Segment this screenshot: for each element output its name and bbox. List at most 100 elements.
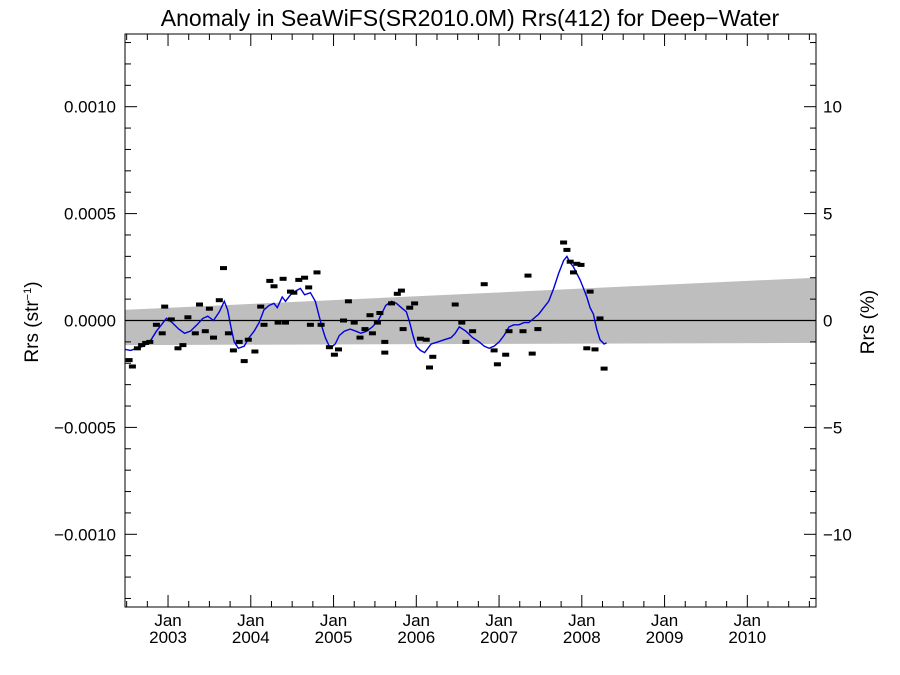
x-tick-label-year: 2009 [646,628,684,647]
data-marker [266,278,274,283]
data-marker [534,327,542,332]
x-tick-label-month: Jan [320,611,347,630]
data-marker [279,276,287,281]
data-marker [426,365,433,370]
tick-layer: 0.0010 10 0.0005 5 0.0000 0 −0.0005 −5 −0.0010 −1… [54,34,852,647]
data-marker [205,306,213,311]
y-axis-label-right: Rrs (%) [858,290,879,354]
x-tick-label-year: 2010 [728,628,766,647]
data-marker [381,339,389,344]
data-marker [201,329,209,334]
y-tick-label-right: 5 [823,205,832,224]
data-marker [128,364,136,369]
x-tick-label-year: 2008 [563,628,601,647]
x-tick-label-year: 2007 [480,628,518,647]
data-marker [600,366,608,371]
data-marker [220,266,227,271]
y-tick-label-right: 0 [823,312,832,331]
data-marker [306,322,314,327]
data-marker [260,322,268,327]
data-marker [125,358,133,363]
data-marker [422,337,430,342]
data-marker [142,340,150,345]
data-marker [388,301,395,306]
data-marker [528,351,536,356]
data-marker [411,301,419,306]
x-tick-label-year: 2006 [397,628,435,647]
data-marker [133,346,141,351]
data-marker [381,350,389,355]
data-marker [577,262,585,267]
y-tick-label-left: −0.0010 [54,525,116,544]
data-marker [429,354,437,359]
data-marker [301,275,309,280]
y-tick-label-left: 0.0005 [64,205,116,224]
data-marker [560,240,568,245]
data-marker [563,247,571,252]
data-marker [240,359,248,364]
data-marker [361,327,369,332]
y-tick-label-left: 0.0000 [64,312,116,331]
data-marker [215,298,223,303]
anomaly-line-layer [124,255,607,354]
x-tick-label-month: Jan [403,611,430,630]
data-marker [373,320,381,325]
data-marker [490,348,498,353]
data-marker [458,320,466,325]
data-marker [524,273,532,278]
data-marker [397,288,405,293]
data-marker [493,362,501,367]
data-marker [350,320,358,325]
data-marker [313,270,321,275]
data-marker [570,270,577,275]
data-marker [344,299,352,304]
data-marker [368,331,376,336]
data-marker [282,320,289,325]
data-marker [366,313,374,318]
data-marker [152,322,160,327]
data-marker [340,318,347,323]
data-marker [376,311,384,315]
anomaly-series-line [124,255,607,354]
data-marker [229,348,237,353]
x-tick-label-year: 2003 [149,628,187,647]
data-marker [573,261,581,266]
data-marker [586,289,594,294]
data-marker [158,331,166,336]
data-marker [335,347,342,352]
y-tick-label-left: 0.0010 [64,98,116,117]
data-marker [274,320,282,325]
x-tick-label-month: Jan [485,611,512,630]
data-marker [583,346,591,351]
data-marker [416,336,424,341]
data-marker [596,316,604,321]
y-tick-label-right: −5 [823,418,842,437]
data-marker [330,352,338,357]
data-marker [480,282,488,287]
x-tick-label-month: Jan [734,611,761,630]
data-marker [146,339,154,344]
data-marker [179,343,187,348]
x-tick-label-month: Jan [651,611,678,630]
data-marker [406,305,414,310]
data-marker [210,335,217,340]
data-marker [317,322,325,327]
x-tick-label-month: Jan [154,611,181,630]
data-marker [451,302,459,307]
x-tick-label-year: 2004 [232,628,270,647]
x-tick-label-month: Jan [237,611,264,630]
x-tick-label-month: Jan [568,611,595,630]
x-tick-label-year: 2005 [315,628,353,647]
data-marker [138,343,146,348]
confidence-band-layer [125,277,816,346]
data-marker [505,329,513,334]
y-tick-label-left: −0.0005 [54,418,116,437]
data-marker [235,339,243,344]
data-marker [270,284,278,289]
data-marker [191,331,199,336]
y-tick-label-right: 10 [823,98,842,117]
y-tick-label-right: −10 [823,525,852,544]
y-axis-label-left: Rrs (str−1) [22,281,43,362]
data-marker [469,329,477,334]
